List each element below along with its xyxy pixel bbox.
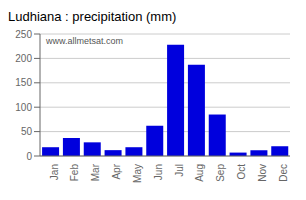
svg-text:Jul: Jul <box>174 164 185 177</box>
svg-text:250: 250 <box>15 29 32 40</box>
svg-text:Feb: Feb <box>69 164 80 182</box>
svg-text:Nov: Nov <box>257 164 268 182</box>
html-text:Ludhiana : precipitation (mm): Ludhiana : precipitation (mm) <box>8 9 177 24</box>
svg-text:Mar: Mar <box>90 163 101 181</box>
svg-text:50: 50 <box>21 126 33 137</box>
svg-text:200: 200 <box>15 53 32 64</box>
svg-text:Aug: Aug <box>194 164 205 182</box>
svg-text:Oct: Oct <box>236 164 247 180</box>
svg-text:May: May <box>132 164 143 183</box>
svg-text:150: 150 <box>15 77 32 88</box>
svg-text:100: 100 <box>15 102 32 113</box>
svg-text:0: 0 <box>26 151 32 162</box>
svg-text:Apr: Apr <box>111 163 122 179</box>
html-text:www.allmetsat.com: www.allmetsat.com <box>46 36 123 46</box>
svg-text:Jan: Jan <box>49 164 60 180</box>
svg-text:Dec: Dec <box>278 164 289 182</box>
svg-text:Sep: Sep <box>215 164 226 182</box>
svg-text:Jun: Jun <box>153 164 164 180</box>
